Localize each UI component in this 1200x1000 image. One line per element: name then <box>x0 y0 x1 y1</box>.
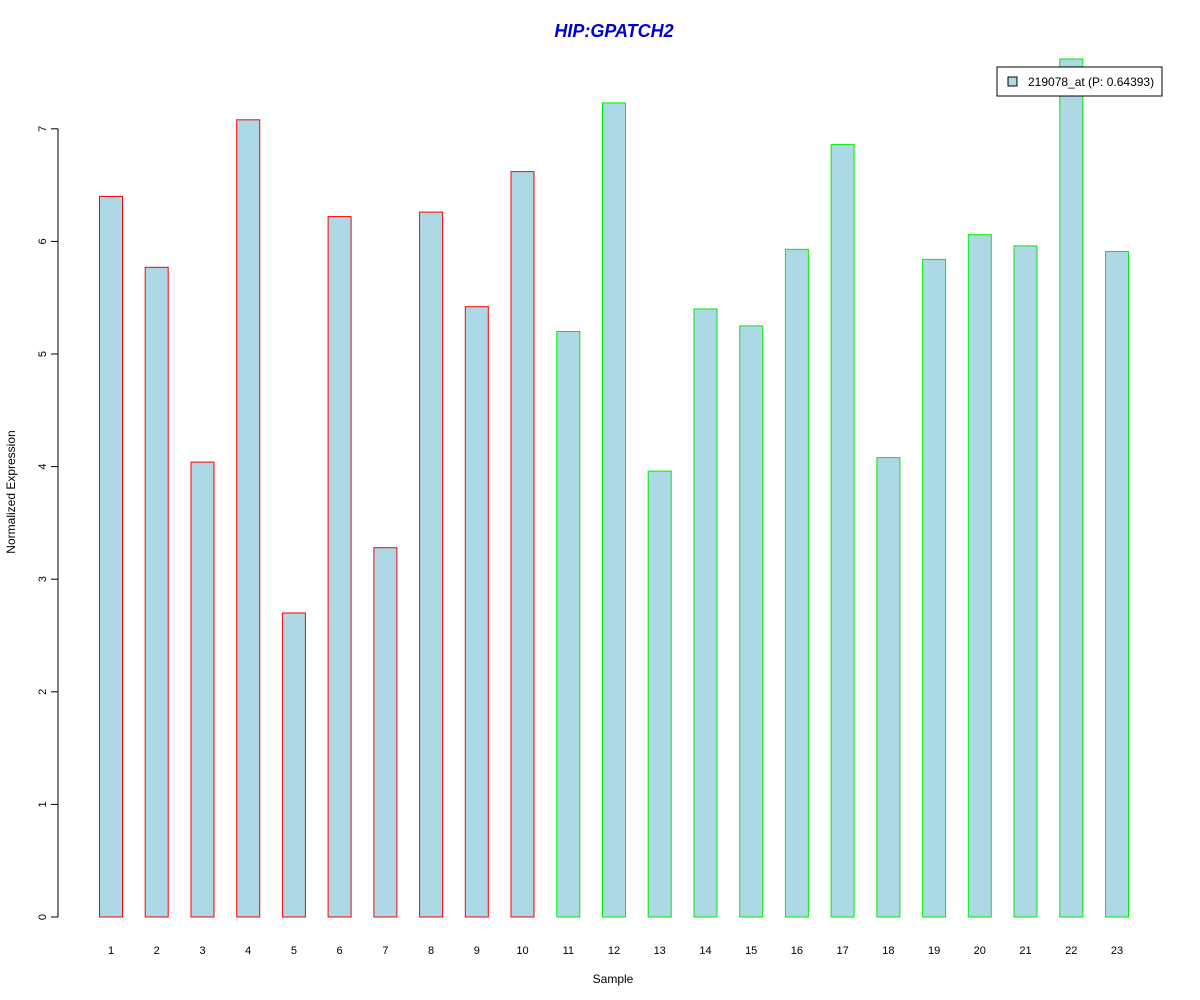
bar <box>739 325 764 918</box>
x-tick-label: 15 <box>745 945 757 957</box>
bar <box>830 144 855 918</box>
x-tick-label: 12 <box>608 945 620 957</box>
bar <box>464 306 489 918</box>
bar <box>647 470 672 918</box>
y-tick-label: 5 <box>37 351 49 357</box>
x-tick-label: 2 <box>154 945 160 957</box>
x-tick-label: 17 <box>836 945 848 957</box>
x-tick-label: 6 <box>337 945 343 957</box>
bar <box>1013 245 1038 918</box>
legend-box <box>996 66 1163 97</box>
chart-title: HIP:GPATCH2 <box>554 21 673 41</box>
x-tick-label: 7 <box>382 945 388 957</box>
bar <box>510 171 535 918</box>
x-tick-label: 18 <box>882 945 894 957</box>
y-axis: 0 1 2 3 4 5 6 7 <box>37 126 59 920</box>
y-tick-label: 2 <box>37 689 49 695</box>
x-tick-label: 19 <box>928 945 940 957</box>
x-tick-label: 14 <box>699 945 711 957</box>
bar <box>693 308 718 918</box>
bar <box>190 461 215 918</box>
y-tick-label: 1 <box>37 801 49 807</box>
x-tick-label: 8 <box>428 945 434 957</box>
bar <box>967 234 992 918</box>
legend: 219078_at (P: 0.64393) <box>996 66 1163 97</box>
y-tick-label: 3 <box>37 576 49 582</box>
x-axis-labels: 1 2 3 4 5 6 7 8 9 10 11 12 13 14 15 16 17 18 19 20 21 22 23 <box>108 945 1123 957</box>
x-tick-label: 5 <box>291 945 297 957</box>
x-tick-label: 10 <box>516 945 528 957</box>
x-tick-label: 20 <box>974 945 986 957</box>
x-tick-label: 9 <box>474 945 480 957</box>
x-tick-label: 11 <box>563 945 574 957</box>
x-tick-label: 13 <box>654 945 666 957</box>
y-tick-label: 7 <box>37 126 49 132</box>
bar <box>1105 251 1129 918</box>
bar <box>556 331 581 918</box>
bar <box>99 195 123 918</box>
x-tick-label: 22 <box>1065 945 1077 957</box>
y-tick-label: 0 <box>37 914 49 920</box>
bar <box>602 102 626 918</box>
bar <box>281 612 306 918</box>
bar <box>144 266 169 918</box>
x-tick-label: 4 <box>245 945 251 957</box>
bar <box>327 216 352 918</box>
x-axis-label: Sample <box>593 972 634 986</box>
x-tick-label: 21 <box>1019 945 1031 957</box>
bar <box>922 258 947 918</box>
legend-swatch <box>1007 76 1018 87</box>
y-tick-label: 4 <box>37 464 49 470</box>
bar <box>876 457 901 918</box>
bar <box>236 119 261 918</box>
legend-label: 219078_at (P: 0.64393) <box>1028 75 1154 89</box>
bar <box>1059 58 1084 918</box>
y-axis-label: Normalized Expression <box>4 430 18 553</box>
x-tick-label: 3 <box>199 945 205 957</box>
bars <box>99 58 1129 918</box>
bar <box>784 248 809 918</box>
bar <box>419 211 444 918</box>
bar <box>373 547 398 918</box>
x-tick-label: 1 <box>108 945 114 957</box>
x-tick-label: 23 <box>1111 945 1123 957</box>
x-tick-label: 16 <box>791 945 803 957</box>
y-tick-label: 6 <box>37 238 49 244</box>
